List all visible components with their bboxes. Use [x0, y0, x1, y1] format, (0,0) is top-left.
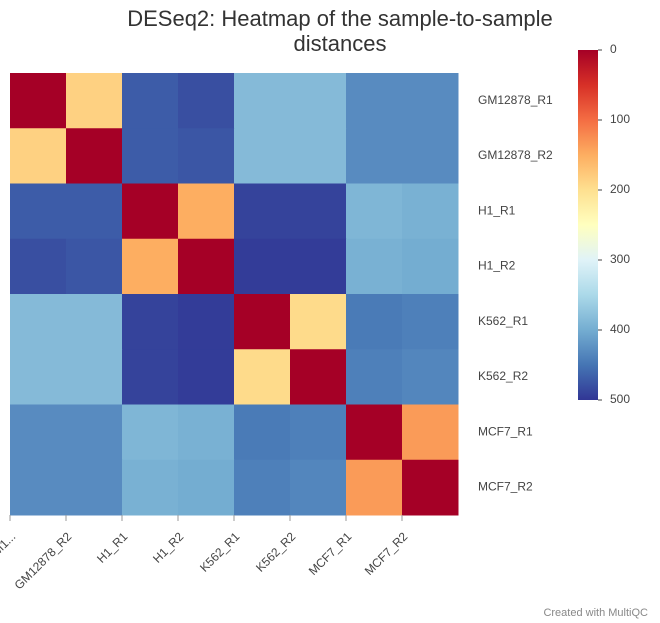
heatmap-cell — [178, 404, 235, 461]
heatmap-cell — [290, 183, 347, 240]
heatmap-cell — [10, 404, 67, 461]
heatmap-cell — [346, 404, 403, 461]
x-tick-label: GM1... — [0, 529, 18, 564]
heatmap-cell — [290, 349, 347, 405]
heatmap-cell — [402, 349, 459, 405]
heatmap-cell — [66, 73, 123, 129]
heatmap-cell — [346, 294, 403, 350]
heatmap-cell — [402, 294, 459, 350]
heatmap-cell — [178, 349, 235, 405]
chart-title: DESeq2: Heatmap of the sample-to-sample … — [127, 6, 553, 56]
heatmap-cell — [10, 183, 67, 240]
heatmap-cell — [402, 128, 459, 184]
heatmap-cell — [10, 349, 67, 405]
x-tick-label: GM12878_R2 — [12, 529, 75, 592]
heatmap-cell — [346, 128, 403, 184]
y-tick-label: MCF7_R2 — [478, 480, 533, 494]
heatmap-cell — [66, 183, 123, 240]
heatmap-cell — [346, 183, 403, 240]
x-tick-label: MCF7_R1 — [306, 529, 355, 578]
heatmap-cell — [290, 294, 347, 350]
heatmap-cell — [178, 459, 235, 516]
x-tick-label: MCF7_R2 — [362, 529, 411, 578]
colorbar-tick-label: 400 — [610, 322, 630, 336]
heatmap-cell — [290, 459, 347, 516]
y-tick-label: GM12878_R2 — [478, 148, 553, 162]
x-tick-label: K562_R1 — [197, 529, 243, 575]
heatmap-cell — [122, 128, 179, 184]
heatmap-cell — [66, 404, 123, 461]
heatmap-cell — [66, 459, 123, 516]
heatmap-cell — [10, 294, 67, 350]
heatmap-cell — [66, 349, 123, 405]
credit: Created with MultiQC — [543, 607, 648, 619]
heatmap-cell — [178, 183, 235, 240]
heatmap-cell — [178, 128, 235, 184]
heatmap-cell — [346, 459, 403, 516]
heatmap-cell — [178, 238, 235, 295]
heatmap-cell — [346, 238, 403, 295]
heatmap-cell — [66, 128, 123, 184]
heatmap-cell — [234, 238, 291, 295]
colorbar-tick-label: 500 — [610, 392, 630, 406]
heatmap-cell — [234, 459, 291, 516]
x-tick-label: H1_R2 — [150, 529, 187, 566]
heatmap-cell — [234, 128, 291, 184]
heatmap-cell — [234, 294, 291, 350]
heatmap-cell — [234, 349, 291, 405]
heatmap-cell — [10, 128, 67, 184]
heatmap-cell — [402, 404, 459, 461]
heatmap-cell — [234, 73, 291, 129]
heatmap-cell — [346, 349, 403, 405]
heatmap-cell — [122, 404, 179, 461]
heatmap-cell — [234, 404, 291, 461]
colorbar — [578, 50, 598, 400]
heatmap-cell — [122, 73, 179, 129]
heatmap-cell — [10, 459, 67, 516]
heatmap-cell — [10, 73, 67, 129]
heatmap-cell — [402, 183, 459, 240]
colorbar-tick-label: 200 — [610, 182, 630, 196]
colorbar-tick-label: 0 — [610, 42, 617, 56]
heatmap-cell — [178, 73, 235, 129]
heatmap-cell — [290, 73, 347, 129]
heatmap-cell — [178, 294, 235, 350]
y-tick-label: MCF7_R1 — [478, 424, 533, 438]
heatmap-cell — [66, 238, 123, 295]
heatmap-cell — [122, 183, 179, 240]
heatmap-cell — [10, 238, 67, 295]
heatmap-cell — [234, 183, 291, 240]
colorbar-tick-label: 300 — [610, 252, 630, 266]
heatmap-cell — [290, 238, 347, 295]
heatmap-cell — [122, 349, 179, 405]
heatmap-cell — [346, 73, 403, 129]
heatmap-cell — [122, 238, 179, 295]
heatmap-cell — [290, 128, 347, 184]
heatmap-cell — [122, 294, 179, 350]
heatmap-cell — [290, 404, 347, 461]
x-tick-label: K562_R2 — [253, 529, 299, 575]
y-tick-label: K562_R1 — [478, 314, 528, 328]
y-tick-label: K562_R2 — [478, 369, 528, 383]
colorbar-tick-label: 100 — [610, 112, 630, 126]
heatmap-cell — [66, 294, 123, 350]
y-tick-label: H1_R2 — [478, 259, 516, 273]
heatmap-cell — [402, 238, 459, 295]
y-tick-label: H1_R1 — [478, 203, 516, 217]
heatmap-cell — [402, 73, 459, 129]
y-tick-label: GM12878_R1 — [478, 93, 553, 107]
heatmap-cell — [402, 459, 459, 516]
x-tick-label: H1_R1 — [94, 529, 131, 566]
heatmap-cell — [122, 459, 179, 516]
